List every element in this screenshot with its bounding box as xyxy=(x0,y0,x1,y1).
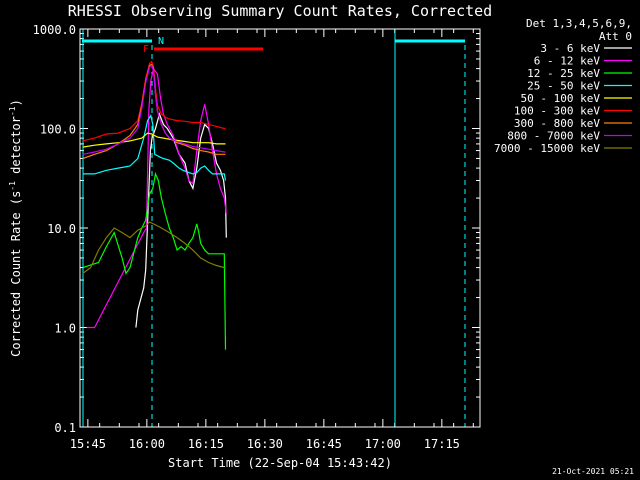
legend-label: 3 - 6 keV xyxy=(540,42,600,55)
y-tick-label: 100.0 xyxy=(40,123,76,137)
plot-area: FN xyxy=(79,28,481,428)
y-tick-label: 10.0 xyxy=(47,222,76,236)
series-line xyxy=(86,67,227,329)
y-axis-title: Corrected Count Rate (s-1 detector-1) xyxy=(8,99,23,357)
x-tick-label: 16:30 xyxy=(247,437,283,451)
x-tick-label: 16:00 xyxy=(129,437,165,451)
legend-attenuator: Att 0 xyxy=(599,30,632,43)
x-tick-label: 15:45 xyxy=(70,437,106,451)
legend-label: 25 - 50 keV xyxy=(527,80,600,93)
x-axis-title: Start Time (22-Sep-04 15:43:42) xyxy=(168,456,392,470)
legend-label: 300 - 800 keV xyxy=(514,117,600,130)
footer-date: 21-Oct-2021 05:21 xyxy=(552,467,634,476)
series-line xyxy=(82,132,226,148)
x-tick-label: 16:15 xyxy=(188,437,224,451)
x-tick-label: 17:00 xyxy=(365,437,401,451)
plot-frame xyxy=(79,28,481,428)
legend-label: 100 - 300 keV xyxy=(514,105,600,118)
y-tick-label: 0.1 xyxy=(54,421,76,435)
legend-label: 12 - 25 keV xyxy=(527,67,600,80)
flare-label: F xyxy=(143,44,149,55)
y-tick-label: 1000.0 xyxy=(33,23,76,37)
x-tick-label: 17:15 xyxy=(424,437,460,451)
series-line xyxy=(82,171,227,350)
night-label: N xyxy=(158,36,164,47)
x-tick-label: 16:45 xyxy=(306,437,342,451)
series-line xyxy=(82,221,226,274)
legend-label: 800 - 7000 keV xyxy=(507,130,600,143)
chart-title: RHESSI Observing Summary Count Rates, Co… xyxy=(68,2,492,20)
series-line xyxy=(82,113,227,181)
y-tick-label: 1.0 xyxy=(54,322,76,336)
series-line xyxy=(82,60,226,142)
series-line xyxy=(82,64,226,155)
legend-header: Det 1,3,4,5,6,9, xyxy=(526,17,632,30)
legend-label: 50 - 100 keV xyxy=(521,92,601,105)
legend-label: 6 - 12 keV xyxy=(534,55,601,68)
legend-label: 7000 - 15000 keV xyxy=(494,142,600,155)
series-line xyxy=(135,112,227,328)
